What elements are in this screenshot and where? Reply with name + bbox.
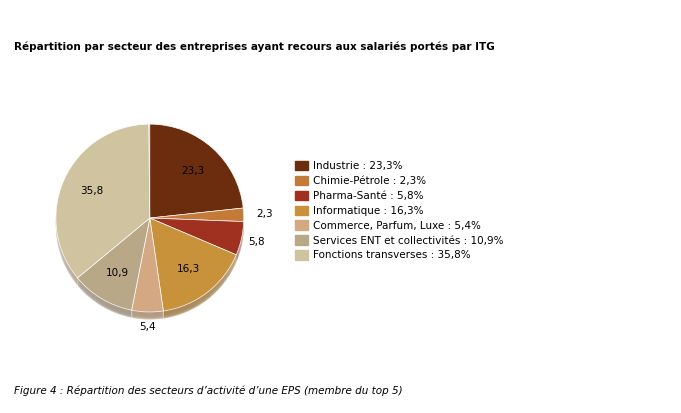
Wedge shape <box>150 215 244 228</box>
Wedge shape <box>150 211 244 224</box>
Wedge shape <box>131 221 163 315</box>
Wedge shape <box>56 131 150 285</box>
Wedge shape <box>131 219 163 313</box>
Text: 35,8: 35,8 <box>80 186 104 196</box>
Text: 10,9: 10,9 <box>106 268 129 278</box>
Wedge shape <box>150 209 244 223</box>
Legend: Industrie : 23,3%, Chimie-Pétrole : 2,3%, Pharma-Santé : 5,8%, Informatique : 16: Industrie : 23,3%, Chimie-Pétrole : 2,3%… <box>291 157 508 265</box>
Wedge shape <box>56 129 150 282</box>
Wedge shape <box>150 225 236 318</box>
Wedge shape <box>131 218 163 312</box>
Wedge shape <box>56 127 150 281</box>
Wedge shape <box>78 219 150 311</box>
Wedge shape <box>78 223 150 315</box>
Wedge shape <box>150 131 243 225</box>
Wedge shape <box>150 219 244 256</box>
Wedge shape <box>150 213 244 226</box>
Wedge shape <box>150 221 236 314</box>
Text: 5,4: 5,4 <box>139 322 155 332</box>
Wedge shape <box>150 210 244 223</box>
Wedge shape <box>150 126 243 220</box>
Wedge shape <box>150 218 236 311</box>
Wedge shape <box>150 132 243 225</box>
Text: 2,3: 2,3 <box>256 209 272 219</box>
Wedge shape <box>150 225 244 261</box>
Wedge shape <box>131 220 163 314</box>
Wedge shape <box>150 222 244 259</box>
Wedge shape <box>131 224 163 318</box>
Wedge shape <box>131 225 163 318</box>
Wedge shape <box>131 223 163 317</box>
Wedge shape <box>150 212 244 225</box>
Wedge shape <box>131 225 163 320</box>
Wedge shape <box>150 220 236 313</box>
Wedge shape <box>78 218 150 310</box>
Wedge shape <box>150 224 236 317</box>
Wedge shape <box>78 220 150 312</box>
Wedge shape <box>150 223 236 316</box>
Wedge shape <box>150 124 243 218</box>
Wedge shape <box>150 208 244 222</box>
Wedge shape <box>78 225 150 318</box>
Wedge shape <box>131 222 163 316</box>
Wedge shape <box>56 132 150 285</box>
Wedge shape <box>150 214 244 227</box>
Wedge shape <box>150 218 244 255</box>
Text: 16,3: 16,3 <box>177 263 200 274</box>
Wedge shape <box>78 224 150 316</box>
Wedge shape <box>150 224 244 261</box>
Wedge shape <box>78 222 150 314</box>
Wedge shape <box>150 216 244 229</box>
Wedge shape <box>150 225 236 318</box>
Wedge shape <box>150 221 244 258</box>
Wedge shape <box>150 128 243 222</box>
Text: 23,3: 23,3 <box>181 166 204 176</box>
Wedge shape <box>150 225 244 262</box>
Wedge shape <box>150 127 243 221</box>
Wedge shape <box>150 223 244 259</box>
Wedge shape <box>150 219 236 312</box>
Wedge shape <box>78 225 150 317</box>
Wedge shape <box>56 125 150 279</box>
Wedge shape <box>56 130 150 284</box>
Wedge shape <box>150 125 243 219</box>
Wedge shape <box>150 130 243 224</box>
Text: Répartition par secteur des entreprises ayant recours aux salariés portés par IT: Répartition par secteur des entreprises … <box>14 41 494 52</box>
Text: Figure 4 : Répartition des secteurs d’activité d’une EPS (membre du top 5): Figure 4 : Répartition des secteurs d’ac… <box>14 386 402 396</box>
Wedge shape <box>56 128 150 282</box>
Wedge shape <box>56 124 150 278</box>
Wedge shape <box>150 129 243 223</box>
Wedge shape <box>150 222 236 315</box>
Wedge shape <box>150 220 244 257</box>
Wedge shape <box>78 221 150 313</box>
Wedge shape <box>56 126 150 280</box>
Text: 5,8: 5,8 <box>248 237 264 247</box>
